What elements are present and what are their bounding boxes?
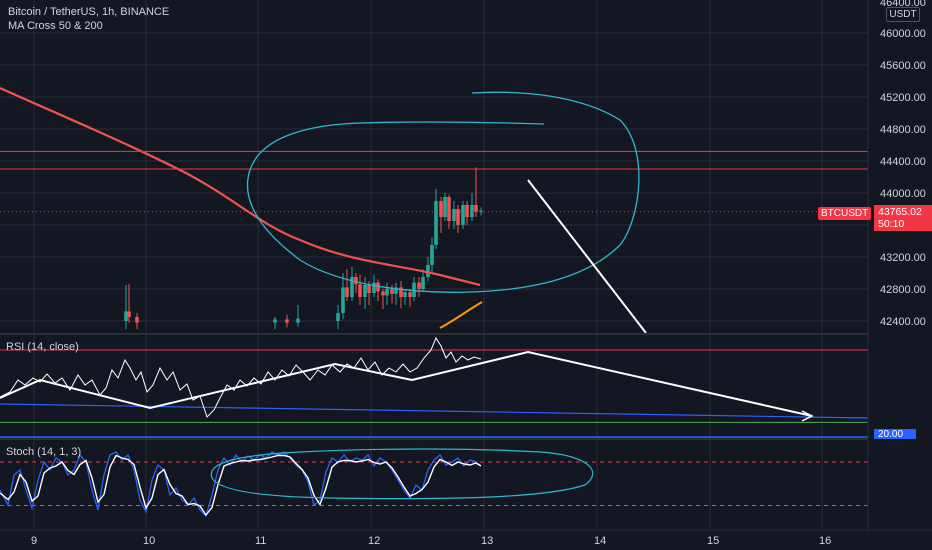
chart-drawings[interactable] xyxy=(0,91,868,334)
candle-body xyxy=(285,319,289,323)
bar-countdown: 50:10 xyxy=(878,218,905,230)
candle-body xyxy=(135,317,139,323)
cyan-ellipse-drawing xyxy=(246,91,640,293)
price-tick-label: 42800.00 xyxy=(880,284,926,296)
candle-body xyxy=(385,289,389,296)
candle-body xyxy=(430,245,434,265)
time-tick-label: 16 xyxy=(819,535,831,547)
ma50-line xyxy=(439,301,483,329)
rsi-level-badge: 20.00 xyxy=(874,429,916,439)
indicator-title[interactable]: MA Cross 50 & 200 xyxy=(8,20,103,32)
candle-body xyxy=(434,201,438,245)
candle-body xyxy=(417,282,421,289)
candle-body xyxy=(358,284,362,297)
price-tick-label: 44800.00 xyxy=(880,124,926,136)
candle-body xyxy=(345,287,349,297)
last-price-value: 43765.02 xyxy=(878,206,922,218)
rsi-title[interactable]: RSI (14, close) xyxy=(6,341,79,353)
white-trend-line xyxy=(527,179,647,334)
time-tick-label: 10 xyxy=(143,535,155,547)
price-tick-label: 45600.00 xyxy=(880,60,926,72)
stoch-ellipse-drawing xyxy=(210,448,594,500)
candle-body xyxy=(412,282,416,297)
price-tick-label: 46000.00 xyxy=(880,28,926,40)
price-candles xyxy=(124,167,483,329)
candle-body xyxy=(372,282,376,293)
candle-body xyxy=(390,289,394,294)
symbol-price-label: BTCUSDT xyxy=(818,207,872,220)
currency-badge[interactable]: USDT xyxy=(886,7,920,22)
time-tick-label: 11 xyxy=(255,535,266,547)
pane-separators[interactable] xyxy=(0,333,932,440)
candle-body xyxy=(376,282,380,292)
candle-body xyxy=(350,277,354,297)
price-tick-label: 45200.00 xyxy=(880,92,926,104)
price-axis-bg xyxy=(868,0,932,550)
candle-body xyxy=(474,205,478,212)
candle-body xyxy=(273,319,277,323)
price-tick-label: 44400.00 xyxy=(880,156,926,168)
candle-body xyxy=(456,209,460,225)
candle-body xyxy=(354,277,358,285)
rsi-line xyxy=(0,336,482,418)
price-tick-label: 44000.00 xyxy=(880,188,926,200)
candle-body xyxy=(341,287,345,313)
candle-body xyxy=(421,277,425,289)
candle-body xyxy=(452,209,456,221)
symbol-title[interactable]: Bitcoin / TetherUS, 1h, BINANCE xyxy=(8,6,170,18)
candle-body xyxy=(399,287,403,297)
candle-body xyxy=(336,313,340,321)
time-tick-label: 13 xyxy=(481,535,493,547)
price-tick-label: 46400.00 xyxy=(880,0,926,9)
candle-body xyxy=(394,287,398,294)
time-tick-label: 15 xyxy=(707,535,719,547)
time-tick-label: 12 xyxy=(368,535,380,547)
candle-body xyxy=(443,197,447,217)
price-tick-label: 43200.00 xyxy=(880,252,926,264)
candle-body xyxy=(470,205,474,217)
candle-body xyxy=(447,197,451,221)
candle-body xyxy=(127,311,131,317)
candle-body xyxy=(124,311,128,321)
stoch-k-line xyxy=(0,451,482,518)
candle-body xyxy=(367,285,371,293)
time-tick-label: 9 xyxy=(31,535,37,547)
candle-body xyxy=(465,205,469,217)
candle-body xyxy=(439,201,443,217)
candle-body xyxy=(479,210,483,212)
candle-body xyxy=(381,291,385,296)
stoch-d-line xyxy=(0,454,482,517)
candle-body xyxy=(403,292,407,297)
moving-average-lines xyxy=(0,86,483,329)
ma200-line xyxy=(0,86,481,287)
candle-body xyxy=(296,318,300,323)
indicator-legend[interactable]: MA Cross 50 & 200 xyxy=(8,20,103,32)
candle-body xyxy=(426,265,430,277)
price-tick-label: 42400.00 xyxy=(880,316,926,328)
time-tick-label: 14 xyxy=(594,535,606,547)
stoch-title[interactable]: Stoch (14, 1, 3) xyxy=(6,446,82,458)
candle-body xyxy=(408,292,412,297)
arrow-head xyxy=(801,410,814,422)
candle-body xyxy=(461,205,465,225)
grid-lines xyxy=(0,0,868,530)
last-price-badge: 43765.02 50:10 xyxy=(874,205,932,231)
symbol-legend[interactable]: Bitcoin / TetherUS, 1h, BINANCE xyxy=(8,6,169,18)
rsi-legend[interactable]: RSI (14, close) xyxy=(6,341,79,353)
rsi-zigzag-drawing xyxy=(0,350,813,417)
candle-body xyxy=(363,285,367,297)
stoch-legend[interactable]: Stoch (14, 1, 3) xyxy=(6,446,81,458)
